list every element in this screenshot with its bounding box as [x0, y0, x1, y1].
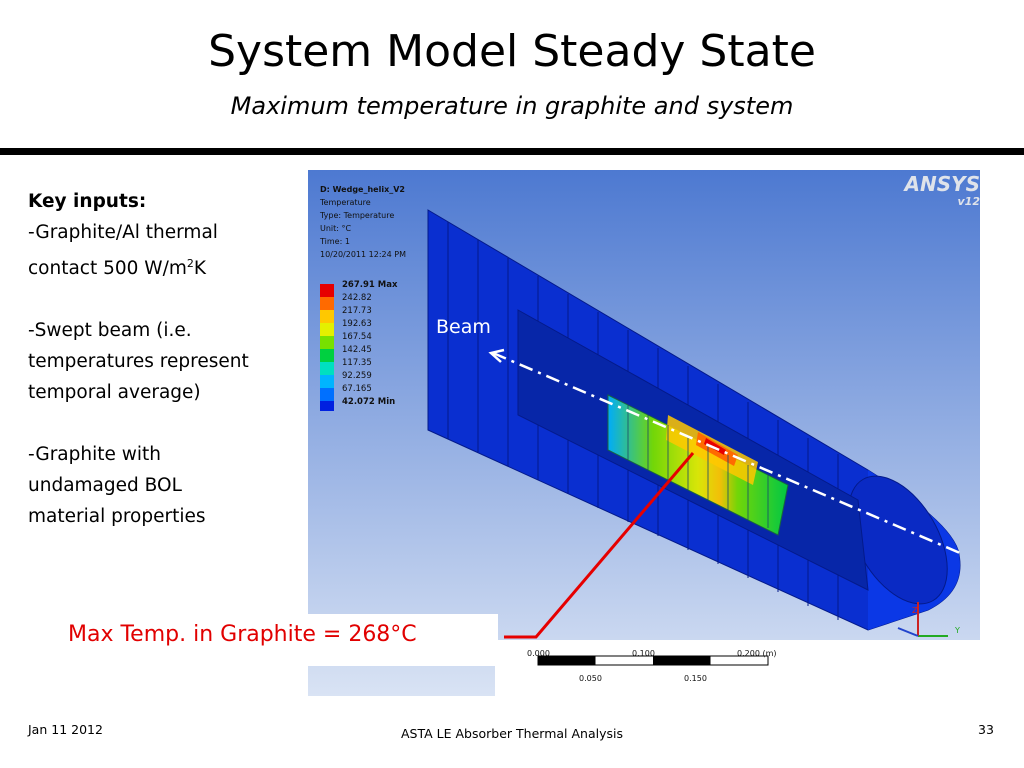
legend-value: 217.73 [342, 306, 372, 316]
scale-label-100: 0.100 [632, 649, 655, 658]
ansys-temperature-plot [308, 170, 980, 696]
legend-value: 92.259 [342, 371, 372, 381]
slide-subtitle: Maximum temperature in graphite and syst… [230, 92, 794, 120]
page-number: 33 [978, 722, 994, 737]
legend-swatch [320, 310, 334, 323]
ansys-logo-text: ANSYS [904, 172, 980, 196]
key-inputs: Key inputs: -Graphite/Al thermal contact… [28, 186, 298, 563]
graphite-properties-input: -Graphite with undamaged BOL material pr… [28, 444, 206, 528]
ansys-logo: ANSYS v12 [896, 172, 980, 207]
beam-label: Beam [436, 316, 491, 338]
scale-label-150: 0.150 [684, 674, 707, 683]
swept-beam-input: -Swept beam (i.e. temperatures represent… [28, 320, 249, 404]
legend-value: 167.54 [342, 332, 372, 342]
footer-title: ASTA LE Absorber Thermal Analysis [401, 726, 623, 741]
legend-swatch [320, 323, 334, 336]
result-name: Temperature [320, 198, 371, 207]
title-divider [0, 148, 1024, 155]
scale-bar [537, 655, 769, 666]
callout-background [58, 614, 498, 666]
legend-swatch [320, 388, 334, 401]
thermal-contact-line2: contact 500 W/m2K [28, 257, 206, 280]
legend-swatch [320, 401, 334, 411]
axis-z-label: Z [912, 606, 918, 615]
thermal-contact-line1: -Graphite/Al thermal [28, 222, 218, 243]
scale-label-50: 0.050 [579, 674, 602, 683]
legend-value: 117.35 [342, 358, 372, 368]
legend-swatch [320, 349, 334, 362]
legend-swatch [320, 375, 334, 388]
footer-date: Jan 11 2012 [28, 722, 103, 737]
scale-bar-panel [495, 640, 980, 696]
result-type: Type: Temperature [320, 211, 395, 220]
axis-y-label: Y [955, 626, 960, 635]
result-time: Time: 1 [320, 237, 350, 246]
model-name: D: Wedge_helix_V2 [320, 185, 405, 194]
result-timestamp: 10/20/2011 12:24 PM [320, 250, 406, 259]
scale-label-0: 0.000 [527, 649, 550, 658]
legend-swatch [320, 362, 334, 375]
result-unit: Unit: °C [320, 224, 352, 233]
result-info: D: Wedge_helix_V2 Temperature Type: Temp… [320, 183, 460, 261]
max-temp-callout: Max Temp. in Graphite = 268°C [68, 622, 417, 647]
legend-swatch [320, 284, 334, 297]
legend-value: 192.63 [342, 319, 372, 329]
legend-value: 267.91 Max [342, 280, 398, 290]
legend-swatch [320, 297, 334, 310]
legend-swatch [320, 336, 334, 349]
legend-value: 142.45 [342, 345, 372, 355]
legend-value: 242.82 [342, 293, 372, 303]
model-render [308, 170, 980, 696]
slide-title: System Model Steady State [208, 26, 816, 77]
legend-value: 67.165 [342, 384, 372, 394]
scale-label-200: 0.200 (m) [737, 649, 777, 658]
key-inputs-heading: Key inputs: [28, 191, 147, 212]
thermal-contact-input: -Graphite/Al thermal contact 500 W/m2K [28, 217, 298, 284]
legend-value: 42.072 Min [342, 397, 396, 407]
ansys-version: v12 [957, 195, 980, 208]
